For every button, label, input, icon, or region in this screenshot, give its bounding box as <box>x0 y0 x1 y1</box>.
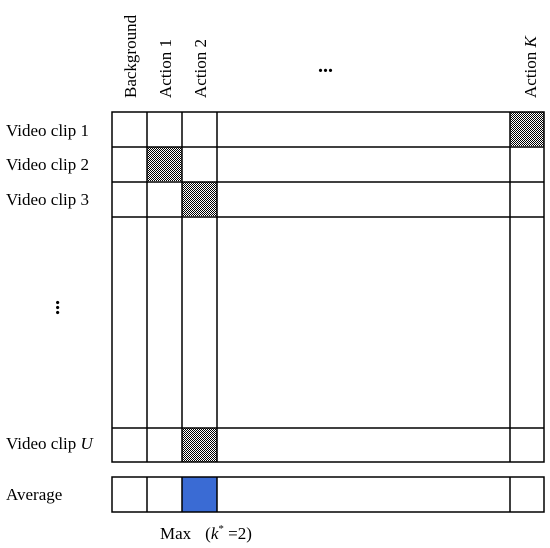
col-label-action-1: Action 1 <box>156 39 175 98</box>
col-label-action-k: Action K <box>521 34 540 98</box>
average-row-grid <box>111 476 545 513</box>
average-max-cell <box>182 477 217 512</box>
max-label: Max (k* =2) <box>160 523 252 543</box>
cell-clipu-action-2 <box>182 428 217 462</box>
col-label-background: Background <box>121 14 140 98</box>
col-label-action-2: Action 2 <box>191 39 210 98</box>
cell-clip2-action-1 <box>147 147 182 181</box>
row-label-average: Average <box>6 485 62 504</box>
row-label-video-clip-2: Video clip 2 <box>6 155 89 174</box>
row-label-video-clip-u: Video clip U <box>6 434 95 453</box>
row-ellipsis: ... <box>51 300 73 315</box>
row-label-video-clip-1: Video clip 1 <box>6 121 89 140</box>
cell-clip3-action-2 <box>182 182 217 216</box>
matrix-grid <box>111 111 545 463</box>
cell-clip1-action-k <box>510 112 544 146</box>
col-ellipsis: ... <box>318 55 333 77</box>
row-label-video-clip-3: Video clip 3 <box>6 190 89 209</box>
